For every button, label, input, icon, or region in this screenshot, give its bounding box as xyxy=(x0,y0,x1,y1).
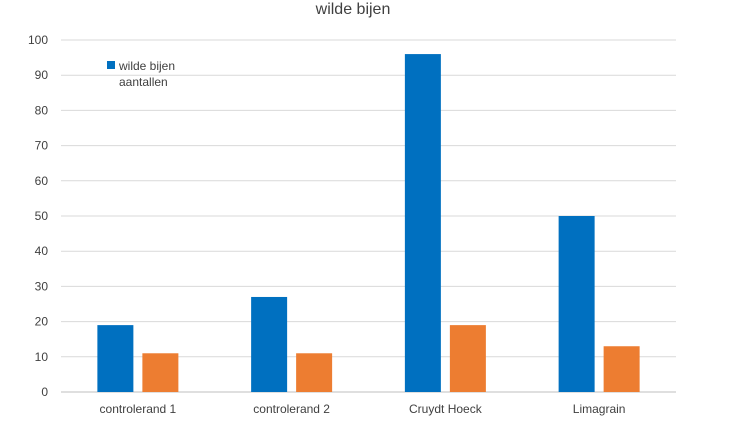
bar-series-2 xyxy=(296,353,333,392)
legend-swatch xyxy=(107,61,115,69)
y-tick-label: 40 xyxy=(35,244,49,258)
y-tick-label: 80 xyxy=(35,103,49,117)
y-tick-label: 70 xyxy=(35,139,49,153)
bar-series-1 xyxy=(251,296,288,392)
y-tick-label: 50 xyxy=(35,209,49,223)
x-category-label: controlerand 1 xyxy=(100,402,177,416)
x-category-label: Limagrain xyxy=(573,402,626,416)
y-tick-label: 10 xyxy=(35,350,49,364)
x-axis-categories: controlerand 1 controlerand 2 Cruydt Hoeck… xyxy=(100,402,626,416)
legend-label-line-1: wilde bijen xyxy=(118,59,175,73)
y-axis-ticks: 0 10 20 30 40 50 60 70 80 90 100 xyxy=(28,33,48,399)
bars xyxy=(97,54,640,392)
y-tick-label: 90 xyxy=(35,68,49,82)
legend-label-line-2: aantallen xyxy=(119,75,168,89)
bar-series-1 xyxy=(558,216,595,392)
bar-series-1 xyxy=(404,54,441,392)
bar-series-2 xyxy=(142,353,179,392)
legend: wilde bijen aantallen xyxy=(107,59,175,89)
bar-series-2 xyxy=(603,346,640,392)
chart-title: wilde bijen xyxy=(315,1,391,18)
y-tick-label: 60 xyxy=(35,174,49,188)
bar-series-1 xyxy=(97,325,134,392)
y-tick-label: 30 xyxy=(35,279,49,293)
x-category-label: controlerand 2 xyxy=(253,402,330,416)
gridlines xyxy=(61,39,676,358)
y-tick-label: 0 xyxy=(41,385,48,399)
bar-series-2 xyxy=(449,325,486,392)
y-tick-label: 100 xyxy=(28,33,48,47)
x-category-label: Cruydt Hoeck xyxy=(409,402,483,416)
y-tick-label: 20 xyxy=(35,315,49,329)
